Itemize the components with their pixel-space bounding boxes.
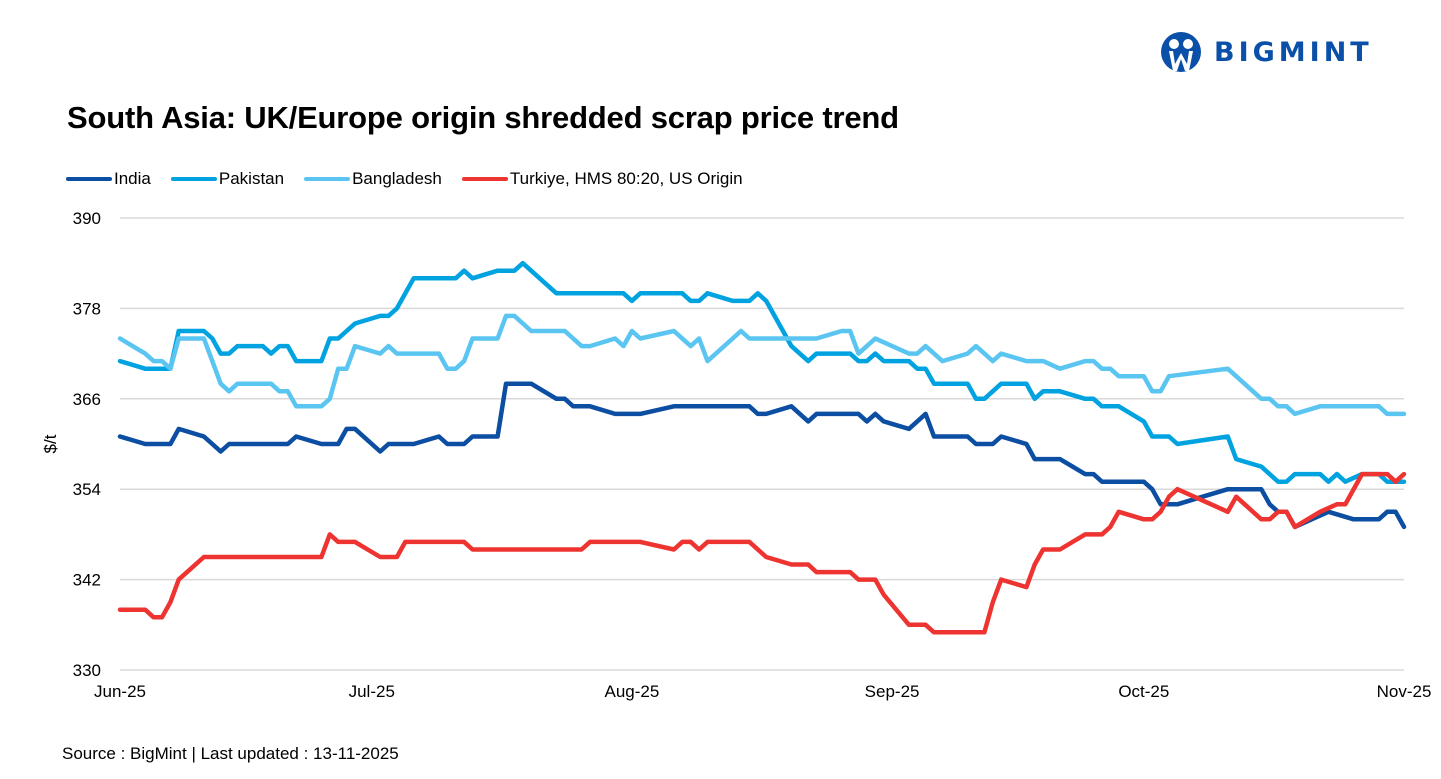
chart-title: South Asia: UK/Europe origin shredded sc…: [67, 100, 899, 135]
y-tick-label: 390: [73, 209, 101, 228]
legend-label: Turkiye, HMS 80:20, US Origin: [509, 169, 743, 188]
x-tick-label: Nov-25: [1377, 682, 1432, 701]
legend-item: Pakistan: [170, 169, 285, 189]
x-tick-label: Jul-25: [349, 682, 395, 701]
legend-item: Bangladesh: [304, 169, 442, 189]
bigmint-logo: BIGMINT: [1160, 31, 1373, 73]
legend-swatch: [66, 177, 112, 181]
legend-label: India: [114, 169, 151, 188]
legend-swatch: [304, 177, 351, 181]
legend-item: Turkiye, HMS 80:20, US Origin: [461, 169, 743, 189]
legend-swatch: [170, 177, 217, 181]
y-tick-label: 366: [73, 390, 101, 409]
legend-item: India: [66, 169, 151, 189]
y-tick-label: 354: [73, 480, 101, 499]
y-tick-label: 342: [73, 571, 101, 590]
legend-label: Pakistan: [218, 169, 285, 188]
y-tick-label: 378: [73, 299, 101, 318]
source-note: Source : BigMint | Last updated : 13-11-…: [62, 744, 399, 763]
series-line-turkiye-hms-80-20-us-origin: [117, 471, 1407, 635]
y-axis-label: $/t: [41, 434, 60, 453]
series-line-bangladesh: [117, 313, 1407, 417]
series-line-pakistan: [117, 260, 1407, 484]
logo-text: BIGMINT: [1214, 36, 1373, 68]
bigmint-people-icon: [1161, 32, 1201, 72]
y-tick-label: 330: [73, 661, 101, 680]
series-line-india: [117, 381, 1407, 530]
legend-swatch: [461, 177, 508, 181]
x-tick-label: Oct-25: [1118, 682, 1169, 701]
x-tick-label: Aug-25: [605, 682, 660, 701]
legend: India Pakistan Bangladesh Turkiye, HMS 80:2…: [66, 169, 763, 189]
legend-label: Bangladesh: [352, 169, 442, 188]
x-tick-label: Jun-25: [94, 682, 146, 701]
x-tick-label: Sep-25: [865, 682, 920, 701]
